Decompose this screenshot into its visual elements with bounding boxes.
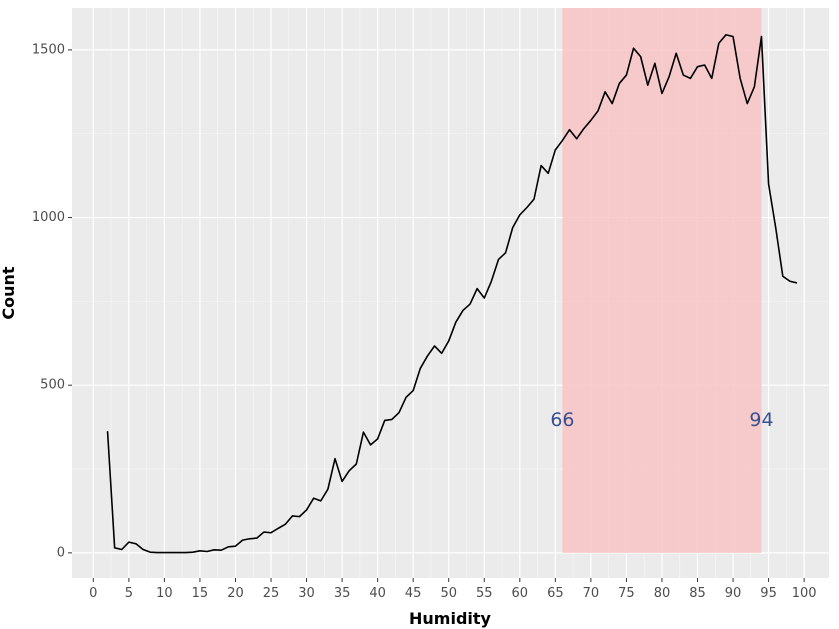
x-tick-label: 55: [476, 586, 493, 601]
x-tick-label: 75: [618, 586, 635, 601]
x-tick-label: 45: [405, 586, 422, 601]
x-tick-label: 20: [227, 586, 244, 601]
shaded-region: [562, 8, 762, 553]
x-tick-label: 80: [654, 586, 671, 601]
x-tick-label: 60: [512, 586, 529, 601]
x-tick-label: 15: [192, 586, 209, 601]
x-tick-label: 70: [583, 586, 600, 601]
x-tick-label: 40: [369, 586, 386, 601]
x-tick-label: 35: [334, 586, 351, 601]
x-tick-label: 65: [547, 586, 564, 601]
x-tick-label: 90: [725, 586, 742, 601]
y-tick-label: 1000: [32, 210, 65, 225]
x-tick-label: 0: [89, 586, 97, 601]
y-tick-label: 1500: [32, 42, 65, 57]
x-tick-label: 30: [298, 586, 315, 601]
x-tick-label: 5: [125, 586, 133, 601]
annotation-label: 94: [749, 409, 773, 431]
x-tick-label: 25: [263, 586, 280, 601]
x-tick-label: 100: [792, 586, 817, 601]
y-axis: 0 500 1000 1500: [32, 42, 72, 560]
x-tick-label: 85: [689, 586, 706, 601]
x-tick-label: 10: [156, 586, 173, 601]
y-tick-label: 500: [40, 378, 65, 393]
annotation-label: 66: [550, 409, 574, 431]
x-axis-title: Humidity: [409, 609, 492, 628]
x-tick-label: 95: [760, 586, 777, 601]
y-tick-label: 0: [57, 545, 65, 560]
humidity-count-line: [106, 34, 798, 554]
x-tick-label: 50: [440, 586, 457, 601]
x-axis: 0 5 10 15 20 25 30 35 40 45 50 55 60 65 70 75 80 85 90 95 10…: [89, 578, 817, 601]
y-axis-title: Count: [0, 266, 18, 320]
annotations: 66 94: [550, 409, 773, 431]
